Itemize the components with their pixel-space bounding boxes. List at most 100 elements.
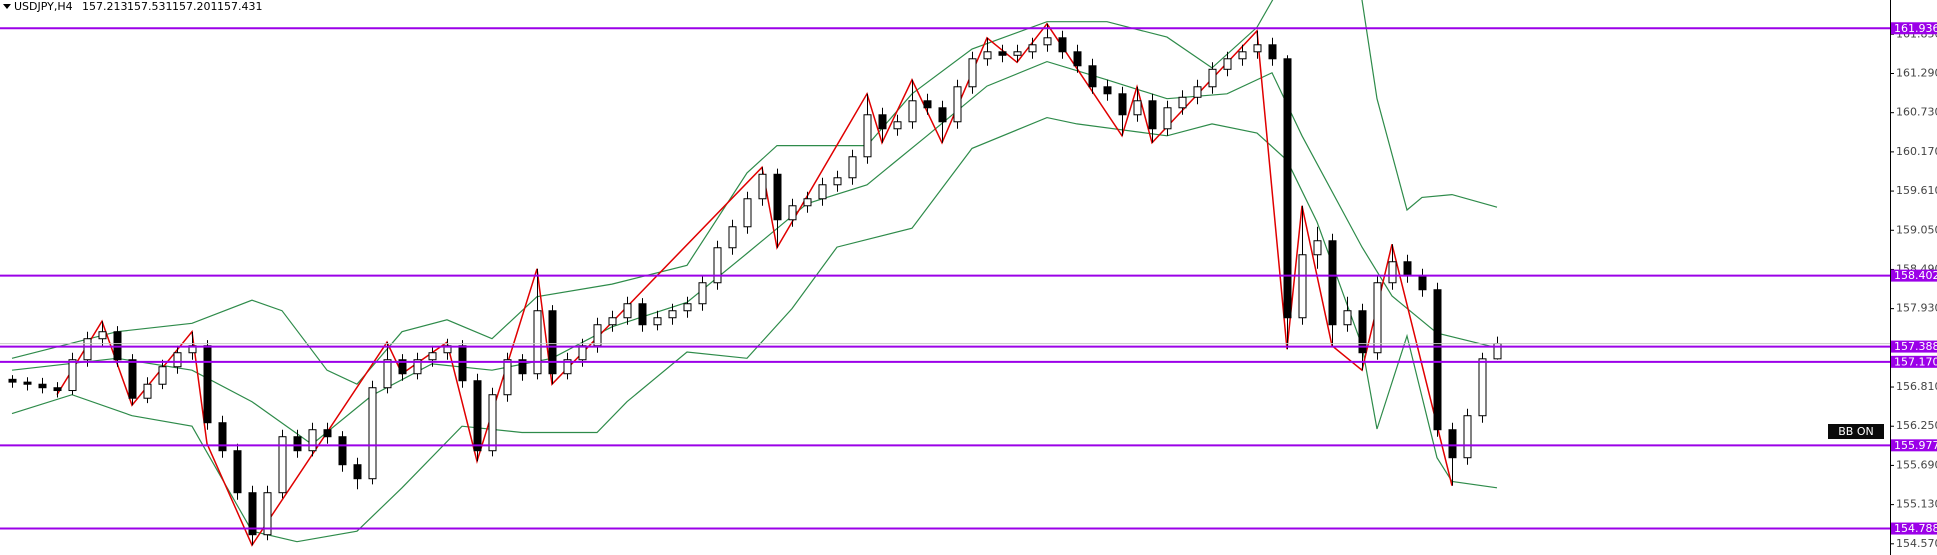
levels: 161.936 158.402 157.388 157.170 155.977 154.7… [0, 22, 1937, 535]
candle-body [773, 173, 782, 221]
candle-body [368, 387, 377, 480]
level-tag [1891, 22, 1937, 35]
y-tick-label: 161.290 [1896, 66, 1937, 79]
candle-body [203, 345, 212, 424]
level-label: 155.977 [1894, 439, 1937, 452]
candle-body [1343, 310, 1352, 326]
candle-body [83, 338, 92, 361]
candle-body [278, 436, 287, 494]
level-tag [1891, 439, 1937, 452]
candle-body [683, 303, 692, 312]
candle-body [953, 86, 962, 123]
y-tick-label: 157.930 [1896, 302, 1937, 315]
candle-body [1253, 44, 1262, 53]
candle-body [1403, 261, 1412, 277]
candle-body [548, 310, 557, 375]
candle-body [38, 383, 47, 389]
candle-body [293, 436, 302, 452]
candle-body [983, 51, 992, 60]
candle-body [158, 366, 167, 385]
candle-body [218, 422, 227, 452]
candle-body [1088, 65, 1097, 88]
candle-body [923, 100, 932, 109]
candle-body [1418, 275, 1427, 291]
candle-body [1148, 100, 1157, 130]
candle-body [893, 121, 902, 130]
candle-body [1283, 58, 1292, 319]
candle-body [593, 324, 602, 347]
level-label: 154.788 [1894, 522, 1937, 535]
level-tag [1891, 522, 1937, 535]
candle-body [743, 198, 752, 228]
candle-body [728, 226, 737, 249]
candle-body [1028, 44, 1037, 53]
candle-body [878, 114, 887, 130]
candle-body [1133, 100, 1142, 116]
candle-body [428, 352, 437, 361]
candle-body [1238, 51, 1247, 60]
low-price: 157.201 [172, 0, 218, 13]
y-tick-label: 160.730 [1896, 106, 1937, 119]
candle-body [563, 359, 572, 375]
level-label: 161.936 [1894, 22, 1937, 35]
candle-body [863, 114, 872, 158]
plot-area [0, 0, 1890, 547]
candle-body [383, 359, 392, 389]
candle-body [638, 303, 647, 326]
y-tick-label: 156.250 [1896, 419, 1937, 432]
candle-body [758, 173, 767, 200]
candle-body [803, 198, 812, 207]
candle-body [938, 107, 947, 123]
candle-body [818, 184, 827, 200]
candle-body [1058, 37, 1067, 53]
candle-body [578, 345, 587, 361]
candle-body [833, 177, 842, 186]
candle-body [503, 359, 512, 396]
high-price: 157.531 [127, 0, 173, 13]
candle-body [1223, 58, 1232, 70]
candle-body [968, 58, 977, 88]
candle-body [323, 429, 332, 438]
candle-body [1463, 415, 1472, 459]
candle-body [1433, 289, 1442, 431]
indicator-label: BB ON [1838, 425, 1873, 438]
level-tag [1891, 355, 1937, 368]
candle-body [623, 303, 632, 319]
candle-body [1388, 261, 1397, 284]
candle-body [848, 156, 857, 179]
candle-body [608, 317, 617, 326]
y-tick-label: 160.170 [1896, 145, 1937, 158]
candle-body [518, 359, 527, 375]
symbol: USDJPY,H4 [14, 0, 73, 13]
candle-body [908, 100, 917, 123]
candle-body [1298, 254, 1307, 319]
candle-body [353, 464, 362, 480]
candle-body [98, 331, 107, 340]
candle-body [1103, 86, 1112, 95]
y-tick-label: 159.050 [1896, 223, 1937, 236]
candle-body [263, 492, 272, 536]
candle-body [458, 345, 467, 382]
candle-body [1328, 240, 1337, 326]
candle-body [1043, 37, 1052, 46]
y-tick-label: 155.690 [1896, 458, 1937, 471]
candle-body [398, 359, 407, 375]
candle-body [128, 359, 137, 399]
candle-body [1073, 51, 1082, 67]
candle-body [1208, 68, 1217, 88]
candle-body [1373, 282, 1382, 354]
bollinger-middle [11, 60, 1498, 446]
candle-body [308, 429, 317, 452]
candle-body [998, 51, 1007, 56]
candle-body [668, 310, 677, 319]
collapse-icon [3, 4, 11, 9]
candle-body [713, 247, 722, 284]
y-tick-label: 155.130 [1896, 498, 1937, 511]
candle-body [1163, 107, 1172, 130]
candle-body [1358, 310, 1367, 354]
candle-body [1013, 51, 1022, 56]
candle-body [143, 383, 152, 399]
candle-body [533, 310, 542, 375]
candle-body [8, 378, 17, 383]
candle-body [1268, 44, 1277, 60]
